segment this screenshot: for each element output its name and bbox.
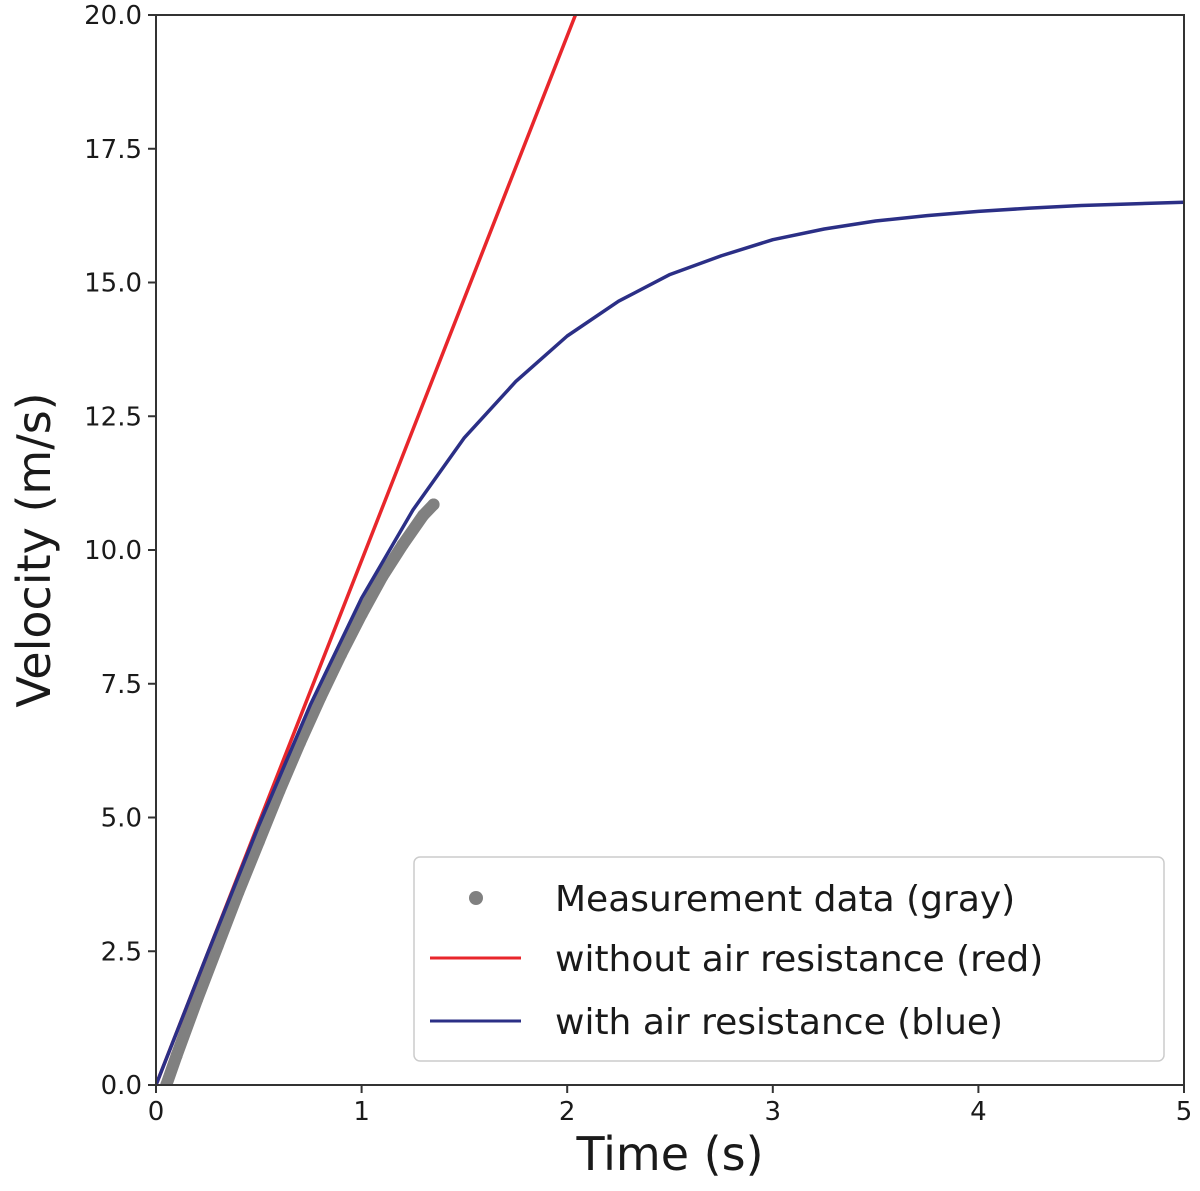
series-line-with-air-resistance: [156, 200, 1184, 1085]
measurement-point: [160, 1079, 173, 1085]
x-tick-label: 1: [353, 1097, 370, 1127]
measurement-point: [396, 538, 409, 551]
measurement-point: [427, 498, 440, 511]
y-axis-title: Velocity (m/s): [7, 392, 61, 707]
legend-label-no-air: without air resistance (red): [555, 939, 1043, 980]
measurement-point: [232, 886, 245, 899]
legend-box: [413, 856, 1165, 1062]
y-tick-label: 7.5: [101, 670, 142, 700]
x-tick-label: 5: [1176, 1097, 1193, 1127]
y-tick-label: 12.5: [84, 402, 142, 432]
measurement-point: [252, 835, 265, 848]
measurement-point: [417, 509, 430, 522]
y-tick-label: 0.0: [101, 1071, 142, 1101]
x-tick-label: 4: [970, 1097, 987, 1127]
y-tick-label: 5.0: [101, 804, 142, 834]
scatter-series-measurement: [160, 498, 440, 1085]
x-tick-label: 3: [765, 1097, 782, 1127]
legend-marker-measurement: [469, 891, 483, 905]
x-tick-label: 0: [148, 1097, 165, 1127]
measurement-band: [160, 498, 440, 1085]
legend: Measurement data (gray) without air resi…: [413, 856, 1165, 1062]
y-tick-label: 10.0: [84, 536, 142, 566]
legend-label-measurement: Measurement data (gray): [555, 879, 1015, 920]
legend-label-with-air: with air resistance (blue): [555, 1002, 1003, 1043]
x-axis-ticks: 0 1 2 3 4 5: [148, 1085, 1193, 1127]
x-axis-title: Time (s): [575, 1127, 763, 1181]
x-tick-label: 2: [559, 1097, 576, 1127]
y-tick-label: 20.0: [84, 1, 142, 31]
measurement-point: [191, 993, 204, 1006]
measurement-point: [170, 1049, 183, 1062]
measurement-point: [355, 608, 368, 621]
measurement-point: [314, 691, 327, 704]
y-axis-ticks: 0.0 2.5 5.0 7.5 10.0 12.5 15.0 17.5 20.0: [84, 1, 156, 1101]
measurement-point: [211, 939, 224, 952]
measurement-point: [376, 570, 389, 583]
plot-lines: [156, 15, 1184, 1085]
y-tick-label: 15.0: [84, 269, 142, 299]
y-tick-label: 2.5: [101, 937, 142, 967]
y-tick-label: 17.5: [84, 135, 142, 165]
measurement-point: [335, 648, 348, 661]
